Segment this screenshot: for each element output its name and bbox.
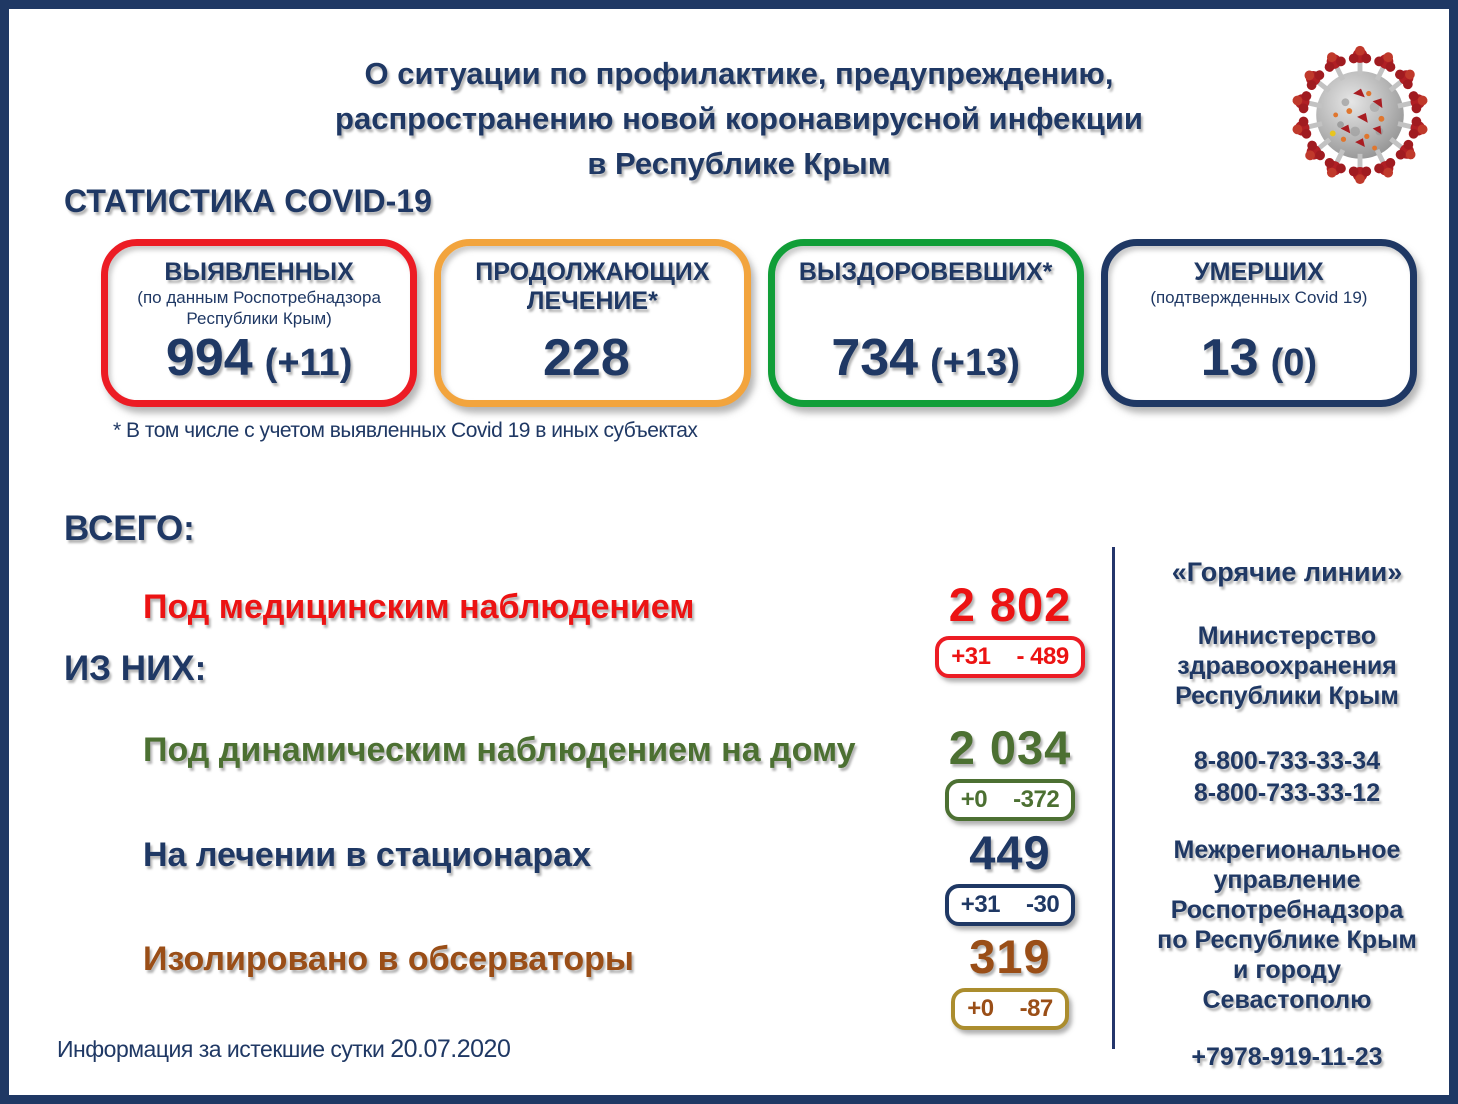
stats-heading: СТАТИСТИКА COVID-19 [64,183,432,219]
stat-box-delta: (+13) [930,342,1020,384]
stat-box-deaths: УМЕРШИХ (подтвержденных Covid 19) 13 (0) [1100,239,1417,407]
stat-box-value-row: 994 (+11) [166,332,352,384]
stat-box-title: ВЫЯВЛЕННЫХ [164,258,354,286]
total-row-numbers: 2 034 +0 -372 [921,724,1099,821]
delta-plus: +0 [967,995,994,1022]
stat-box-value: 228 [542,329,630,387]
total-row-value: 2 802 [948,578,1072,631]
total-row-value: 319 [969,930,1051,983]
stat-boxes-row: ВЫЯВЛЕННЫХ (по данным Роспотребнадзора Р… [101,239,1417,407]
total-row-label: Изолировано в обсерваторы [143,940,634,978]
page-title-line-2: распространению новой коронавирусной инф… [335,101,1143,136]
page-title: О ситуации по профилактике, предупрежден… [259,51,1219,186]
footnote: * В том числе с учетом выявленных Covid … [113,419,698,442]
delta-badge: +31 - 489 [935,636,1085,678]
stat-box-value: 13 [1200,329,1259,387]
ministry-phones: 8-800-733-33-34 8-800-733-33-12 [1131,745,1443,809]
total-row-numbers: 449 +31 -30 [921,829,1099,926]
total-row-label: Под динамическим наблюдением на дому [143,731,856,769]
total-row-label: На лечении в стационарах [143,836,591,874]
delta-plus: +31 [951,643,991,670]
stat-box-delta: (0) [1270,342,1318,384]
total-row-value: 449 [969,826,1051,879]
vertical-divider [1112,547,1115,1049]
delta-badge: +0 -87 [951,988,1069,1030]
total-row-value: 2 034 [948,721,1072,774]
coronavirus-icon [1287,37,1433,187]
delta-minus: -30 [1026,891,1060,918]
of-them-heading: ИЗ НИХ: [64,649,207,688]
ministry-phone-2: 8-800-733-33-12 [1193,779,1381,807]
total-row-numbers: 2 802 +31 - 489 [921,581,1099,678]
stat-box-title: ПРОДОЛЖАЮЩИХ ЛЕЧЕНИЕ* [475,258,710,315]
delta-badge: +0 -372 [944,779,1076,821]
hotlines-heading: «Горячие линии» [1171,557,1403,587]
stat-box-title: ВЫЗДОРОВЕВШИХ* [798,258,1053,286]
page-title-line-1: О ситуации по профилактике, предупрежден… [364,56,1114,91]
delta-minus: -87 [1019,995,1054,1022]
stat-box-value-row: 734 (+13) [831,332,1020,384]
total-row-medical-observation: Под медицинским наблюдением 2 802 +31 - … [121,581,1099,678]
stat-box-value-row: 13 (0) [1201,332,1317,384]
stat-box-subtitle: (подтвержденных Covid 19) [1150,288,1368,307]
stat-box-delta: (+11) [264,342,353,384]
delta-minus: - 489 [1016,643,1070,670]
ministry-name: Министерство здравоохранения Республики … [1175,622,1399,710]
total-row-label: Под медицинским наблюдением [143,588,695,626]
delta-badge: +31 -30 [944,884,1076,926]
ministry-phone-1: 8-800-733-33-34 [1193,747,1381,775]
total-row-hospital: На лечении в стационарах 449 +31 -30 [121,829,1099,926]
rospotrebnadzor-phone: +7978-919-11-23 [1191,1043,1383,1071]
stat-box-recovered: ВЫЗДОРОВЕВШИХ* 734 (+13) [767,239,1084,407]
stat-box-value: 994 [165,329,253,387]
hotlines-panel: «Горячие линии» Министерство здравоохран… [1131,557,1443,1072]
delta-plus: +31 [960,891,1001,918]
stat-box-in-treatment: ПРОДОЛЖАЮЩИХ ЛЕЧЕНИЕ* 228 [434,239,751,407]
stat-box-confirmed: ВЫЯВЛЕННЫХ (по данным Роспотребнадзора Р… [101,239,418,407]
total-row-home-observation: Под динамическим наблюдением на дому 2 0… [121,724,1099,821]
date-note-text: Информация за истекшие сутки [57,1036,385,1062]
stat-box-title: УМЕРШИХ [1194,258,1324,286]
stat-box-subtitle: (по данным Роспотребнадзора Республики К… [137,288,381,328]
total-row-observatory: Изолировано в обсерваторы 319 +0 -87 [121,933,1099,1030]
delta-minus: -372 [1013,786,1060,813]
stat-box-value-row: 228 [543,332,642,384]
date-note: Информация за истекшие сутки 20.07.2020 [57,1035,511,1064]
page-title-line-3: в Республике Крым [587,146,891,181]
total-row-numbers: 319 +0 -87 [921,933,1099,1030]
rospotrebnadzor-name: Межрегиональное управление Роспотребнадз… [1157,836,1417,1014]
delta-plus: +0 [960,786,988,813]
totals-heading: ВСЕГО: [64,509,195,548]
stat-box-value: 734 [831,329,919,387]
date-value: 20.07.2020 [390,1035,511,1063]
